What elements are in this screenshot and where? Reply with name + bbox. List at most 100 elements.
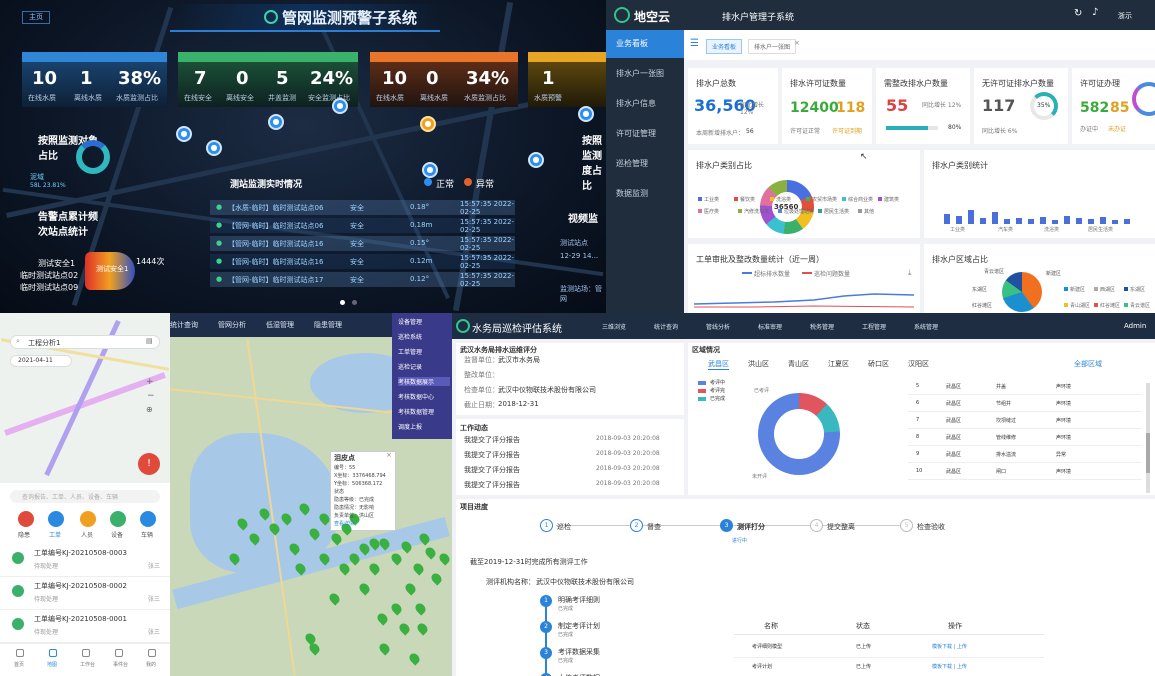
map-marker-icon[interactable] xyxy=(389,601,404,616)
map-marker-icon[interactable] xyxy=(407,651,422,666)
region-tab[interactable]: 洪山区 xyxy=(748,360,769,368)
nav-icon[interactable] xyxy=(148,649,156,657)
nav-icon[interactable] xyxy=(16,649,24,657)
dropdown-item[interactable]: 巡检记录 xyxy=(398,364,423,371)
nav-label[interactable]: 工作台 xyxy=(80,662,96,668)
map-marker-icon[interactable] xyxy=(423,545,438,560)
sidebar-item-dashboard[interactable]: 业务看板 xyxy=(606,30,684,58)
zoom-in-icon[interactable]: + xyxy=(146,377,154,387)
top-menu-item[interactable]: 管线分析 xyxy=(706,324,731,331)
list-item[interactable] xyxy=(0,611,170,643)
user-menu[interactable]: Admin xyxy=(1124,322,1147,330)
map-pin-icon[interactable]: ● xyxy=(268,114,284,130)
top-menu-item[interactable]: 标准审理 xyxy=(758,324,783,331)
home-tab[interactable]: 主页 xyxy=(22,11,50,24)
quick-icon-hazard[interactable] xyxy=(18,511,34,527)
map-marker-icon[interactable] xyxy=(397,621,412,636)
table-row[interactable] xyxy=(908,464,1142,480)
quick-icon-device[interactable] xyxy=(110,511,126,527)
popup-close-icon[interactable]: × xyxy=(386,451,392,459)
user-menu[interactable]: 浙示 xyxy=(1118,12,1132,20)
carousel-dot[interactable] xyxy=(340,300,345,305)
map-marker-icon[interactable] xyxy=(413,601,428,616)
map-marker-icon[interactable] xyxy=(375,611,390,626)
dropdown-item[interactable]: 考核数据管理 xyxy=(398,409,435,416)
top-menu-item[interactable]: 隐患管理 xyxy=(314,321,342,329)
quick-icon-order[interactable] xyxy=(48,511,64,527)
zoom-out-icon[interactable]: − xyxy=(147,391,155,401)
table-row[interactable]: ● 【管网-临时】临时测试站点17 安全 0.12° 15:57:35 2022… xyxy=(210,272,515,288)
map-marker-icon[interactable] xyxy=(403,581,418,596)
nav-icon[interactable] xyxy=(115,649,123,657)
map-pin-icon[interactable]: ● xyxy=(422,162,438,178)
dropdown-item[interactable]: 工单管理 xyxy=(398,349,423,356)
top-menu-item[interactable]: 统计查询 xyxy=(170,321,198,329)
menu-toggle-icon[interactable]: ☰ xyxy=(690,38,699,49)
tab-close-icon[interactable]: × xyxy=(794,39,800,47)
dropdown-item[interactable]: 巡检系统 xyxy=(398,334,423,341)
step-circle[interactable]: 1 xyxy=(540,519,553,532)
mobile-search[interactable] xyxy=(10,490,160,503)
region-tab[interactable]: 武昌区 xyxy=(708,360,729,370)
table-row[interactable]: ● 【管网-临时】临时测试站点16 安全 0.12m 15:57:35 2022… xyxy=(210,254,515,270)
nav-icon[interactable] xyxy=(49,649,57,657)
dropdown-item[interactable]: 设备管理 xyxy=(398,319,423,326)
top-menu-item[interactable]: 三维浏览 xyxy=(602,324,627,331)
sidebar-item-map[interactable]: 排水户一张图 xyxy=(616,69,664,78)
popup-line[interactable]: 查看详情 xyxy=(334,521,355,527)
list-item[interactable] xyxy=(0,578,170,610)
step-circle[interactable]: 4 xyxy=(810,519,823,532)
top-menu-item[interactable]: 统计查询 xyxy=(654,324,679,331)
top-menu-item[interactable]: 工程管理 xyxy=(862,324,887,331)
tab-dashboard[interactable]: 业务看板 xyxy=(706,39,743,54)
table-row[interactable] xyxy=(908,396,1142,412)
step-circle[interactable]: 3 xyxy=(720,519,733,532)
step-circle[interactable]: 5 xyxy=(900,519,913,532)
map-marker-icon[interactable] xyxy=(357,581,372,596)
map-pin-warning-icon[interactable]: ● xyxy=(420,116,436,132)
all-regions-link[interactable]: 全部区域 xyxy=(1074,360,1102,368)
carousel-dot[interactable] xyxy=(352,300,357,305)
table-row[interactable] xyxy=(908,447,1142,463)
top-menu-item[interactable]: 管网分析 xyxy=(218,321,246,329)
refresh-icon[interactable]: ↻ xyxy=(1074,8,1083,19)
sidebar-item-info[interactable]: 排水户信息 xyxy=(616,99,656,108)
sidebar-item-license[interactable]: 许可证管理 xyxy=(616,129,656,138)
dropdown-item[interactable]: 考核数据中心 xyxy=(398,394,435,401)
sidebar-item-monitor[interactable]: 数据监测 xyxy=(616,189,648,198)
date-picker[interactable] xyxy=(10,355,72,367)
nav-label[interactable]: 首页 xyxy=(14,662,25,668)
map-pin-icon[interactable]: ● xyxy=(176,126,192,142)
bell-icon[interactable]: ♪ xyxy=(1092,7,1099,18)
table-row[interactable]: ● 【管网-临时】临时测试站点06 安全 0.18m 15:57:35 2022… xyxy=(210,218,515,234)
map-search-box[interactable] xyxy=(10,335,160,349)
map-marker-icon[interactable] xyxy=(327,591,342,606)
scrollbar[interactable] xyxy=(1146,383,1150,493)
work-item[interactable]: 我提交了评分报告 xyxy=(464,451,520,459)
map-marker-icon[interactable] xyxy=(411,561,426,576)
map-pin-icon[interactable]: ● xyxy=(528,152,544,168)
map-pin-icon[interactable]: ● xyxy=(206,140,222,156)
table-row[interactable] xyxy=(908,413,1142,429)
nav-icon[interactable] xyxy=(82,649,90,657)
dropdown-item[interactable]: 考核数据展示 xyxy=(398,377,450,386)
map-marker-icon[interactable] xyxy=(429,571,444,586)
region-tab[interactable]: 汉阳区 xyxy=(908,360,929,368)
table-row[interactable]: ● 【水质-临时】临时测试站点06 安全 0.18° 15:57:35 2022… xyxy=(210,200,515,216)
step-circle[interactable]: 2 xyxy=(630,519,643,532)
quick-icon-vehicle[interactable] xyxy=(140,511,156,527)
nav-label[interactable]: 我的 xyxy=(146,662,157,668)
dropdown-item[interactable]: 调度上报 xyxy=(398,424,423,431)
table-cell[interactable]: 模板下载 | 上传 xyxy=(932,664,967,670)
work-item[interactable]: 我提交了评分报告 xyxy=(464,481,520,489)
map-marker-icon[interactable] xyxy=(367,561,382,576)
download-icon[interactable]: ⤓ xyxy=(908,268,912,277)
work-item[interactable]: 我提交了评分报告 xyxy=(464,436,520,444)
map-pin-icon[interactable]: ● xyxy=(578,106,594,122)
nav-label[interactable]: 事件台 xyxy=(113,662,129,668)
sidebar-item-inspect[interactable]: 巡检管理 xyxy=(616,159,648,168)
table-cell[interactable]: 模板下载 | 上传 xyxy=(932,644,967,650)
top-menu-item[interactable]: 系统管理 xyxy=(914,324,939,331)
table-row[interactable] xyxy=(908,379,1142,395)
locate-icon[interactable]: ⊕ xyxy=(146,405,153,414)
